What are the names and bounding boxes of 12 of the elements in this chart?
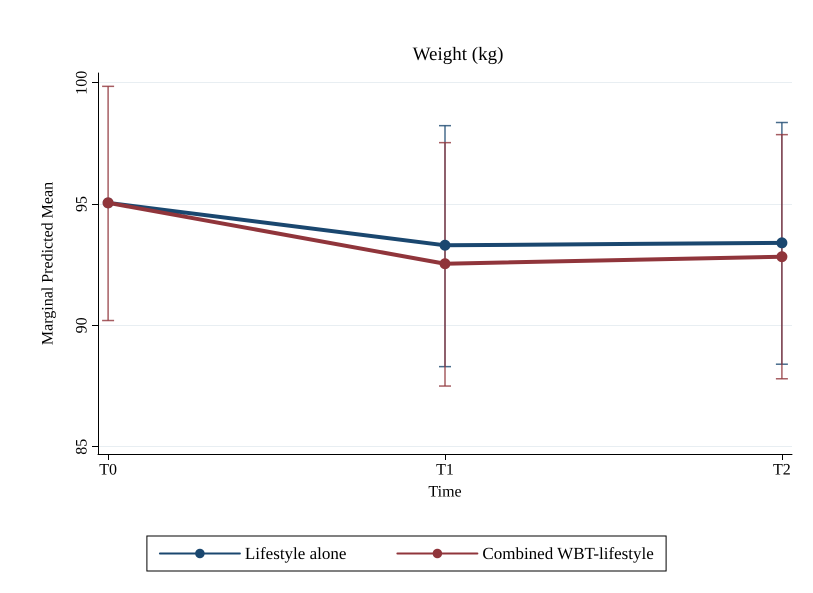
legend-label: Lifestyle alone <box>244 544 346 563</box>
y-tick-label: 95 <box>74 196 90 212</box>
y-axis-title: Marginal Predicted Mean <box>40 182 56 346</box>
x-tick-label: T2 <box>773 462 791 478</box>
x-tick-label: T1 <box>436 462 454 478</box>
x-axis-title: Time <box>428 484 462 500</box>
y-tick-label: 100 <box>74 70 90 95</box>
y-tick-label: 90 <box>74 317 90 334</box>
legend-label: Combined WBT-lifestyle <box>482 544 654 563</box>
y-tick-label: 85 <box>74 438 90 455</box>
chart-title: Weight (kg) <box>412 44 504 65</box>
x-tick-label: T0 <box>99 462 117 478</box>
